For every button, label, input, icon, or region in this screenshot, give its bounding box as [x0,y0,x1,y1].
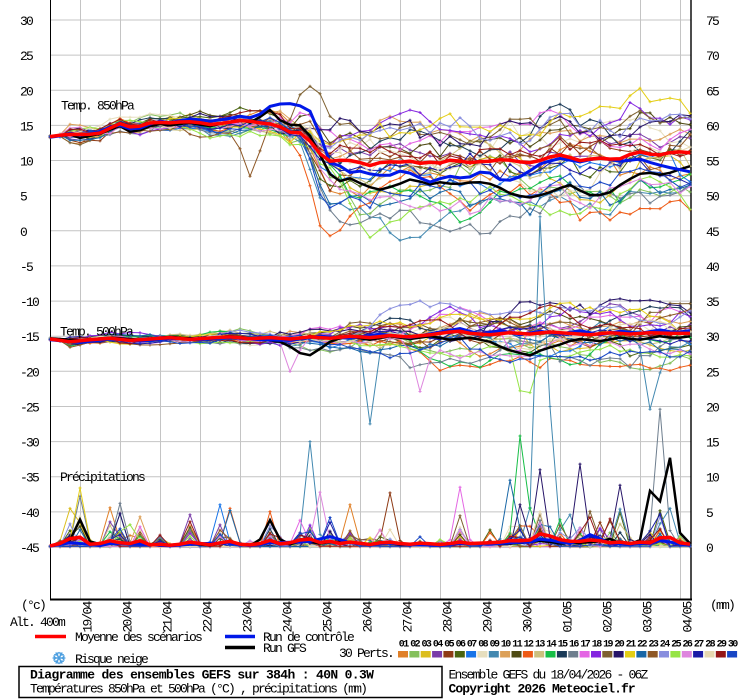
svg-text:28/04: 28/04 [441,600,456,632]
svg-text:20: 20 [706,400,719,415]
svg-text:25/04: 25/04 [321,600,336,632]
svg-text:10: 10 [501,640,511,651]
svg-text:02: 02 [410,640,420,651]
svg-text:08: 08 [478,640,488,651]
svg-text:23: 23 [649,640,659,651]
svg-text:-10: -10 [20,295,39,310]
svg-text:-35: -35 [20,471,39,486]
svg-text:40: 40 [706,260,719,275]
svg-text:15: 15 [706,436,719,451]
svg-text:26: 26 [683,640,693,651]
svg-text:30: 30 [728,640,738,651]
svg-text:25: 25 [20,49,33,64]
svg-text:01: 01 [399,640,409,651]
svg-text:-5: -5 [20,260,33,275]
svg-text:50: 50 [706,190,719,205]
svg-text:03: 03 [422,640,432,651]
svg-text:07: 07 [467,640,477,651]
svg-text:28: 28 [705,640,715,651]
svg-text:22/04: 22/04 [201,600,216,632]
svg-text:27: 27 [694,640,704,651]
svg-text:10: 10 [706,471,719,486]
svg-text:20/04: 20/04 [121,600,136,632]
svg-text:65: 65 [706,84,719,99]
svg-text:03/05: 03/05 [641,601,656,632]
svg-text:Temp. 500hPa: Temp. 500hPa [60,325,134,340]
svg-text:-15: -15 [20,330,39,345]
svg-text:60: 60 [706,119,719,134]
svg-text:10: 10 [20,155,33,170]
svg-text:04/05: 04/05 [681,601,696,632]
svg-text:Moyenne des scénarios: Moyenne des scénarios [75,630,202,645]
svg-text:12: 12 [524,640,534,651]
svg-text:70: 70 [706,49,719,64]
svg-text:19/04: 19/04 [81,600,96,632]
svg-text:09: 09 [490,640,500,651]
svg-text:-40: -40 [20,506,39,521]
svg-text:22: 22 [637,640,647,651]
svg-text:Ensemble GEFS du 18/04/2026 -: Ensemble GEFS du 18/04/2026 - 06Z [449,668,649,683]
svg-text:20: 20 [20,84,33,99]
svg-text:75: 75 [706,14,719,29]
svg-text:-25: -25 [20,400,39,415]
svg-text:Run GFS: Run GFS [263,641,307,656]
svg-text:30 Perts.: 30 Perts. [339,646,393,661]
svg-text:Températures 850hPa et 500hPa: Températures 850hPa et 500hPa (°C) , pré… [30,682,366,697]
svg-text:23/04: 23/04 [241,600,256,632]
svg-text:55: 55 [706,155,719,170]
svg-text:13: 13 [535,640,545,651]
svg-text:Diagramme des ensembles GEFS s: Diagramme des ensembles GEFS sur 384h : … [30,668,374,683]
svg-text:5: 5 [706,506,713,521]
svg-text:25: 25 [706,365,719,380]
svg-text:30/04: 30/04 [521,600,536,632]
svg-text:0: 0 [20,225,27,240]
svg-text:18: 18 [592,640,602,651]
svg-text:24/04: 24/04 [281,600,296,632]
svg-text:Run de contrôle: Run de contrôle [263,630,354,645]
svg-text:11: 11 [512,640,522,651]
svg-text:35: 35 [706,295,719,310]
svg-text:Risque neige: Risque neige [75,652,148,667]
svg-text:02/05: 02/05 [601,601,616,632]
svg-text:21: 21 [626,640,636,651]
svg-text:20: 20 [614,640,624,651]
svg-text:(°c): (°c) [21,598,45,613]
svg-text:29: 29 [717,640,727,651]
svg-text:0: 0 [706,541,713,556]
svg-text:19: 19 [603,640,613,651]
svg-text:29/04: 29/04 [481,600,496,632]
svg-text:Précipitations: Précipitations [60,470,145,485]
svg-text:21/04: 21/04 [161,600,176,632]
svg-text:14: 14 [546,640,556,651]
svg-text:16: 16 [569,640,579,651]
svg-text:30: 30 [20,14,33,29]
svg-text:45: 45 [706,225,719,240]
svg-text:06: 06 [456,640,466,651]
svg-text:(mm): (mm) [710,598,734,613]
svg-text:-30: -30 [20,436,39,451]
svg-text:15: 15 [20,119,33,134]
svg-text:Copyright 2026 Meteociel.fr: Copyright 2026 Meteociel.fr [449,682,635,697]
svg-text:Alt. 400m: Alt. 400m [10,615,66,630]
svg-text:-20: -20 [20,365,39,380]
svg-text:5: 5 [20,190,27,205]
svg-text:24: 24 [660,640,670,651]
svg-text:17: 17 [580,640,590,651]
svg-text:-45: -45 [20,541,39,556]
svg-text:04: 04 [433,640,443,651]
svg-text:Temp. 850hPa: Temp. 850hPa [61,99,135,114]
svg-text:30: 30 [706,330,719,345]
svg-text:01/05: 01/05 [561,601,576,632]
svg-text:15: 15 [558,640,568,651]
svg-text:25: 25 [671,640,681,651]
svg-text:27/04: 27/04 [401,600,416,632]
svg-text:05: 05 [444,640,454,651]
svg-text:26/04: 26/04 [361,600,376,632]
